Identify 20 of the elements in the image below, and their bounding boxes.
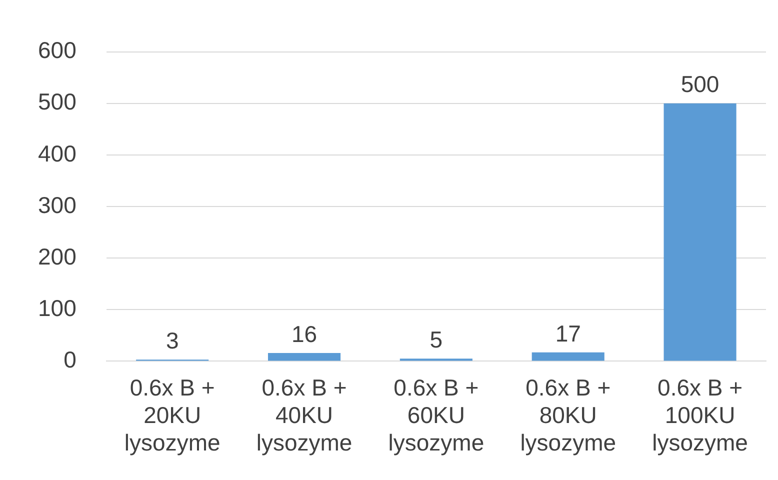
x-tick-label: 0.6x B + 80KU lysozyme: [520, 374, 616, 456]
x-tick-label: 0.6x B + 40KU lysozyme: [256, 374, 352, 456]
x-tick-label: 0.6x B + 60KU lysozyme: [388, 374, 484, 456]
data-label: 16: [291, 320, 318, 347]
data-label: 17: [555, 320, 581, 346]
y-tick-label: 200: [38, 243, 76, 270]
y-tick-label: 0: [64, 346, 76, 373]
bar: [532, 352, 604, 361]
bar: [664, 103, 736, 361]
bar: [268, 352, 341, 361]
x-tick-label: 0.6x B + 20KU lysozyme: [124, 374, 220, 456]
y-tick-label: 100: [38, 294, 76, 321]
data-label: 5: [430, 326, 443, 352]
y-tick-label: 600: [38, 37, 76, 64]
x-tick-label: 0.6x B + 100KU lysozyme: [652, 374, 748, 456]
y-tick-label: 300: [38, 192, 76, 218]
y-tick-label: 400: [38, 140, 76, 166]
y-tick-label: 500: [38, 88, 76, 115]
data-label: 500: [680, 71, 720, 98]
data-label: 3: [166, 327, 179, 354]
